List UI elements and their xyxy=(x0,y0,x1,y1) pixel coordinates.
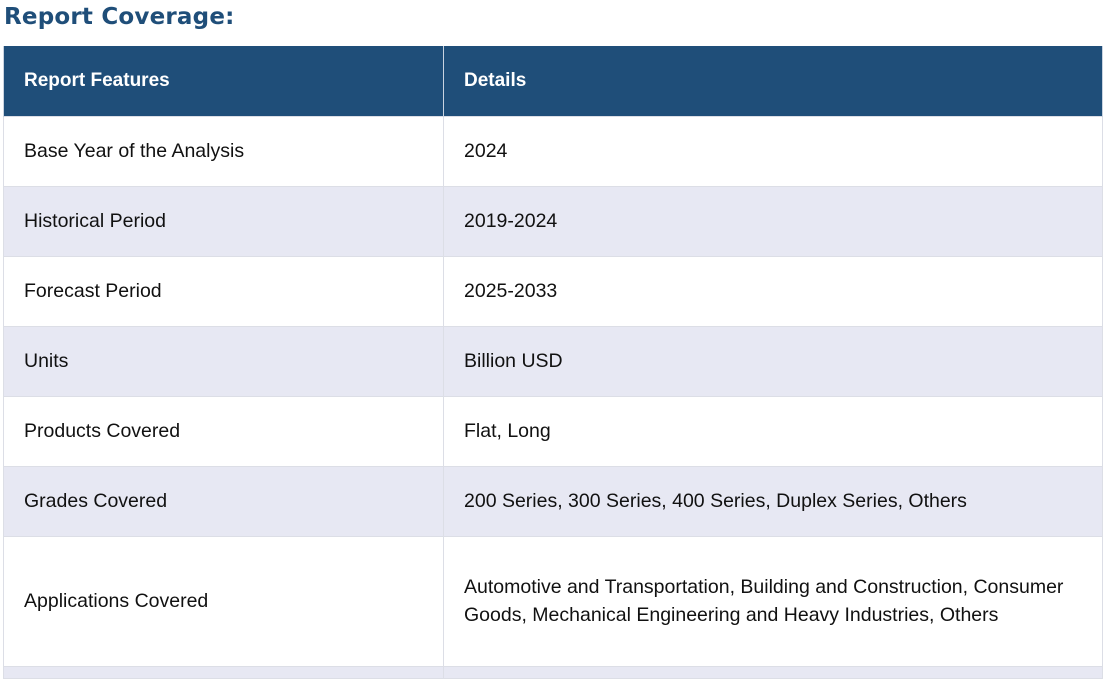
feature-cell: Applications Covered xyxy=(3,535,444,667)
detail-cell: 2019-2024 xyxy=(443,185,1103,257)
detail-cell: 2024 xyxy=(443,115,1103,187)
feature-cell: Base Year of the Analysis xyxy=(3,115,444,187)
table-header-row: Report Features Details xyxy=(3,46,1103,116)
column-header-details: Details xyxy=(443,46,1103,116)
report-coverage-table: Report Features Details Base Year of the… xyxy=(3,46,1103,679)
column-header-features: Report Features xyxy=(3,46,444,116)
table-row: Units Billion USD xyxy=(3,325,1103,397)
table-row-partial xyxy=(3,665,1103,679)
detail-cell: Automotive and Transportation, Building … xyxy=(443,535,1103,667)
table-row: Base Year of the Analysis 2024 xyxy=(3,115,1103,187)
detail-cell: Billion USD xyxy=(443,325,1103,397)
detail-cell: Flat, Long xyxy=(443,395,1103,467)
table-row: Grades Covered 200 Series, 300 Series, 4… xyxy=(3,465,1103,537)
table-row: Products Covered Flat, Long xyxy=(3,395,1103,467)
feature-cell: Historical Period xyxy=(3,185,444,257)
feature-cell: Grades Covered xyxy=(3,465,444,537)
table-row: Applications Covered Automotive and Tran… xyxy=(3,535,1103,667)
detail-cell-empty xyxy=(443,665,1103,679)
feature-cell: Forecast Period xyxy=(3,255,444,327)
feature-cell: Products Covered xyxy=(3,395,444,467)
feature-cell-empty xyxy=(3,665,444,679)
detail-cell: 2025-2033 xyxy=(443,255,1103,327)
page-title: Report Coverage: xyxy=(4,4,235,30)
detail-cell: 200 Series, 300 Series, 400 Series, Dupl… xyxy=(443,465,1103,537)
feature-cell: Units xyxy=(3,325,444,397)
table-row: Forecast Period 2025-2033 xyxy=(3,255,1103,327)
table-row: Historical Period 2019-2024 xyxy=(3,185,1103,257)
